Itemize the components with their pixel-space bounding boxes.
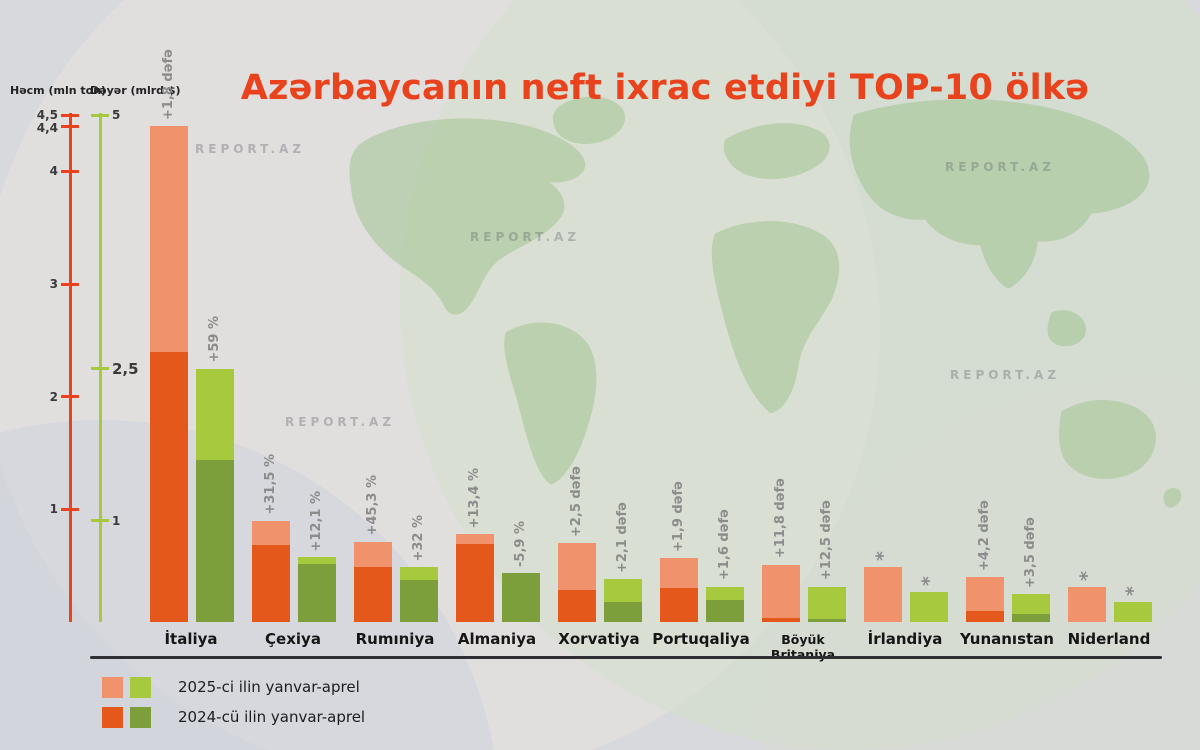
volume-change-label: +11,8 dəfə	[773, 478, 788, 559]
value-axis-title: Dəyər (mlrd $)	[90, 84, 181, 97]
country-label: Yunanıstan	[960, 630, 1054, 648]
volume-change-label: +1,9 dəfə	[671, 480, 686, 552]
watermark: REPORT.AZ	[945, 160, 1056, 174]
legend-item-2025: 2025-ci ilin yanvar-aprel	[102, 676, 365, 698]
country-label: Portuqaliya	[652, 630, 750, 648]
volume-bar-2024	[660, 588, 698, 622]
volume-change-label: +13,4 %	[467, 467, 482, 529]
country-label: Çexiya	[265, 630, 321, 648]
legend-swatch-volume-2024	[102, 706, 123, 728]
volume-bar-2024	[252, 545, 290, 622]
value-change-label: *	[1122, 585, 1144, 596]
volume-change-label: *	[872, 550, 894, 561]
value-bar-2024	[808, 618, 846, 622]
volume-axis-tick-label: 3	[49, 277, 58, 291]
value-change-label: +12,1 %	[309, 490, 324, 552]
value-bar-2024	[400, 580, 438, 622]
legend-swatch-volume-2025	[102, 676, 123, 698]
value-bar-2024	[1012, 613, 1050, 622]
volume-bar-2024	[558, 590, 596, 622]
watermark: REPORT.AZ	[195, 142, 306, 156]
volume-axis-tick	[61, 169, 79, 173]
watermark: REPORT.AZ	[470, 230, 581, 244]
country-label: İrlandiya	[867, 630, 943, 648]
value-axis-tick-label: 1	[112, 513, 121, 528]
volume-axis-tick	[61, 282, 79, 286]
chart-title: Azərbaycanın neft ixrac etdiyi TOP-10 öl…	[240, 68, 1090, 108]
value-change-label: +12,5 dəfə	[819, 500, 834, 581]
volume-change-label: *	[1076, 571, 1098, 582]
value-axis-tick-label: 5	[112, 108, 121, 122]
volume-axis-tick-label: 1	[49, 502, 58, 517]
volume-bar-2024	[762, 617, 800, 622]
volume-axis-tick	[61, 124, 79, 128]
value-bar-2025	[1114, 601, 1152, 622]
world-map-graphic	[349, 96, 1182, 508]
volume-bar-2024	[966, 610, 1004, 622]
value-bar-2024	[706, 599, 744, 622]
value-bar-2024	[196, 459, 234, 622]
value-bar-2025	[808, 586, 846, 622]
volume-bar-2024	[456, 544, 494, 622]
value-axis-tick	[91, 367, 109, 370]
volume-change-label: +1,8 dəfə	[161, 49, 176, 121]
value-change-label: +2,1 dəfə	[615, 502, 630, 574]
value-axis-tick	[91, 519, 109, 523]
value-axis-tick-label: 2,5	[112, 359, 139, 378]
volume-axis-tick	[61, 507, 79, 511]
volume-axis-title: Həcm (mln ton)	[10, 84, 107, 97]
baseline-divider	[90, 656, 1162, 659]
value-change-label: *	[918, 575, 940, 586]
value-bar-2025	[910, 591, 948, 622]
watermark: REPORT.AZ	[950, 368, 1061, 382]
volume-bar-2024	[150, 351, 188, 622]
legend-label-2025: 2025-ci ilin yanvar-aprel	[178, 678, 360, 696]
volume-bar-2024	[354, 566, 392, 622]
watermark: REPORT.AZ	[285, 415, 396, 429]
country-label: Niderland	[1067, 630, 1151, 648]
value-change-label: -5,9 %	[513, 521, 528, 568]
volume-axis-tick	[61, 395, 79, 399]
legend-item-2024: 2024-cü ilin yanvar-aprel	[102, 706, 365, 728]
country-label: Rumıniya	[355, 630, 435, 648]
legend-swatch-value-2025	[130, 676, 151, 698]
legend-label-2024: 2024-cü ilin yanvar-aprel	[178, 708, 366, 726]
country-label: İtaliya	[164, 630, 218, 648]
country-label: Xorvatiya	[558, 630, 640, 648]
volume-change-label: +45,3 %	[365, 475, 380, 537]
volume-change-label: +2,5 dəfə	[569, 466, 584, 538]
legend-swatch-value-2024	[130, 706, 151, 728]
volume-axis-tick-label: 2	[49, 389, 58, 404]
value-change-label: +1,6 dəfə	[717, 509, 732, 581]
volume-bar-2025	[1068, 587, 1106, 622]
value-axis-tick	[91, 113, 109, 117]
volume-axis-tick-label: 4,4	[36, 121, 58, 135]
value-bar-2024	[502, 573, 540, 622]
country-label: Almaniya	[457, 630, 537, 648]
value-bar-2024	[604, 601, 642, 622]
volume-axis-tick	[61, 113, 79, 117]
volume-axis-tick-label: 4,5	[36, 108, 58, 122]
value-change-label: +32 %	[411, 514, 426, 562]
legend: 2025-ci ilin yanvar-aprel 2024-cü ilin y…	[102, 676, 365, 736]
volume-change-label: +4,2 dəfə	[977, 499, 992, 571]
volume-change-label: +31,5 %	[263, 454, 278, 515]
volume-axis-tick-label: 4	[49, 164, 58, 179]
value-change-label: +59 %	[207, 315, 222, 363]
volume-bar-2025	[864, 566, 902, 622]
volume-bar-2025	[762, 564, 800, 622]
value-change-label: +3,5 dəfə	[1023, 516, 1038, 588]
volume-axis	[69, 113, 72, 622]
value-bar-2024	[298, 564, 336, 622]
